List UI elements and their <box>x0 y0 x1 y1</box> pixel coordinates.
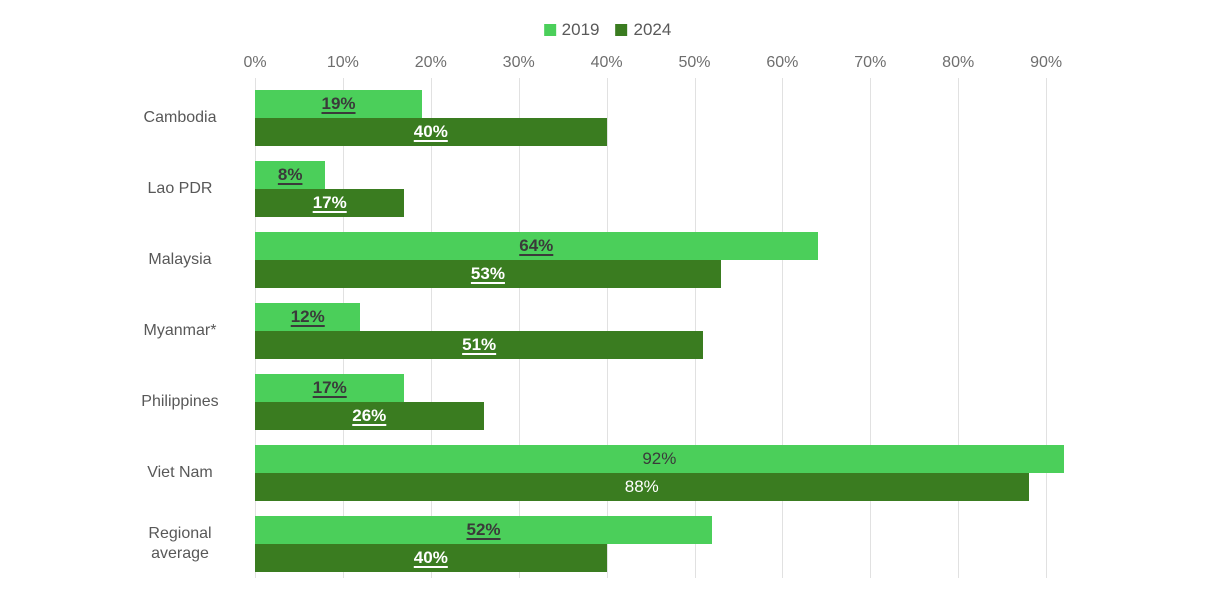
bar-value-label: 53% <box>470 264 505 283</box>
bar-value-label: 17% <box>312 378 347 397</box>
bar-value-label: 26% <box>352 406 387 425</box>
legend-item-2019: 2019 <box>543 20 600 40</box>
bar-value-label: 19% <box>321 94 356 113</box>
x-tick-70: 70% <box>854 54 887 71</box>
bar-2019-myanmar: 12% <box>255 303 361 331</box>
gridline-60 <box>782 78 783 578</box>
x-tick-10: 10% <box>326 54 359 71</box>
x-tick-30: 30% <box>502 54 535 71</box>
x-tick-60: 60% <box>766 54 799 71</box>
bar-value-label: 92% <box>642 449 677 468</box>
bar-2024-viet-nam: 88% <box>255 473 1029 501</box>
category-label-viet-nam: Viet Nam <box>147 464 213 481</box>
x-tick-50: 50% <box>678 54 711 71</box>
category-label-malaysia: Malaysia <box>148 251 212 268</box>
legend-swatch-2024 <box>615 24 628 36</box>
bar-2019-lao-pdr: 8% <box>255 161 326 189</box>
gridline-70 <box>870 78 871 578</box>
x-tick-20: 20% <box>414 54 447 71</box>
chart-legend: 2019 2024 <box>543 20 672 40</box>
bar-2024-myanmar: 51% <box>255 331 704 359</box>
gridline-20 <box>431 78 432 578</box>
bar-2024-malaysia: 53% <box>255 260 721 288</box>
gridline-40 <box>607 78 608 578</box>
x-tick-0: 0% <box>243 54 267 71</box>
x-tick-40: 40% <box>590 54 623 71</box>
bar-2019-malaysia: 64% <box>255 232 818 260</box>
legend-swatch-2019 <box>543 24 556 36</box>
bar-2024-cambodia: 40% <box>255 118 607 146</box>
bar-value-label: 64% <box>519 236 554 255</box>
bar-value-label: 40% <box>413 548 448 567</box>
bar-2024-regional-average: 40% <box>255 544 607 572</box>
legend-item-2024: 2024 <box>615 20 672 40</box>
bar-2019-viet-nam: 92% <box>255 445 1064 473</box>
legend-label: 2024 <box>633 20 672 39</box>
category-label-myanmar: Myanmar* <box>143 322 217 339</box>
bar-value-label: 8% <box>277 165 303 184</box>
bar-value-label: 88% <box>624 477 659 496</box>
bar-value-label: 17% <box>312 193 347 212</box>
bar-2024-philippines: 26% <box>255 402 484 430</box>
category-label-lao-pdr: Lao PDR <box>147 180 213 197</box>
gridline-30 <box>519 78 520 578</box>
category-label-cambodia: Cambodia <box>143 109 217 126</box>
bar-2019-cambodia: 19% <box>255 90 422 118</box>
bar-2019-regional-average: 52% <box>255 516 713 544</box>
category-label-regional-average: Regional average <box>148 525 212 562</box>
x-tick-80: 80% <box>942 54 975 71</box>
bar-value-label: 12% <box>290 307 325 326</box>
gridline-50 <box>695 78 696 578</box>
bar-value-label: 40% <box>413 122 448 141</box>
bar-2024-lao-pdr: 17% <box>255 189 405 217</box>
gridline-80 <box>958 78 959 578</box>
bar-value-label: 51% <box>462 335 497 354</box>
category-label-philippines: Philippines <box>141 393 219 410</box>
bar-2019-philippines: 17% <box>255 374 405 402</box>
x-tick-90: 90% <box>1030 54 1063 71</box>
plot-area: 19% 40% 8% 17% 64% 53% 12% 51% 17% 26% 92% 88% 52% 40… <box>255 78 1100 578</box>
bar-value-label: 52% <box>466 520 501 539</box>
legend-label: 2019 <box>561 20 600 39</box>
gridline-90 <box>1046 78 1047 578</box>
